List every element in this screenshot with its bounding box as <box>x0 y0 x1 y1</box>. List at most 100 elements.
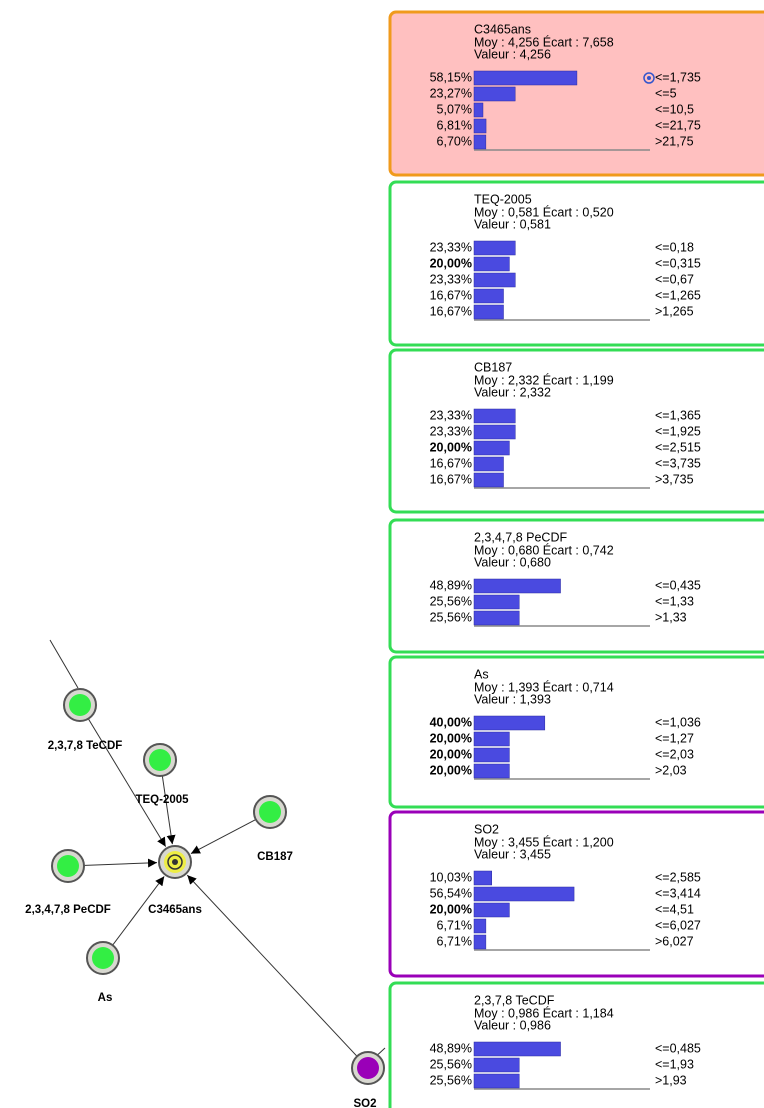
state-percent: 5,07% <box>437 102 472 116</box>
node-label: CB187 <box>257 851 293 863</box>
panel-value: Valeur : 4,256 <box>474 47 551 61</box>
state-percent: 16,67% <box>430 456 472 470</box>
state-bar <box>473 118 487 134</box>
edge <box>81 858 158 868</box>
state-percent: 48,89% <box>430 1041 472 1055</box>
state-label: <=1,265 <box>655 288 701 302</box>
state-percent: 20,00% <box>430 902 472 916</box>
state-bar <box>473 86 516 102</box>
panel-stats: Moy : 0,986 Écart : 1,184 <box>474 1005 614 1020</box>
state-percent: 6,81% <box>437 118 472 132</box>
panel-value: Valeur : 2,332 <box>474 385 551 399</box>
state-label: <=3,414 <box>655 886 701 900</box>
state-label: >1,265 <box>655 304 694 318</box>
state-percent: 23,33% <box>430 408 472 422</box>
graph-node[interactable]: 2,3,7,8 TeCDF <box>48 688 123 752</box>
state-bar <box>473 594 520 610</box>
edge <box>190 818 258 855</box>
state-label: >21,75 <box>655 134 694 148</box>
state-percent: 6,70% <box>437 134 472 148</box>
state-bar <box>473 272 516 288</box>
state-label: <=21,75 <box>655 118 701 132</box>
node-core <box>92 947 114 969</box>
state-label: <=2,03 <box>655 747 694 761</box>
state-bar <box>473 288 504 304</box>
target-dot <box>172 859 178 865</box>
state-percent: 25,56% <box>430 1073 472 1087</box>
node-core <box>357 1057 379 1079</box>
node-core <box>149 749 171 771</box>
state-percent: 16,67% <box>430 472 472 486</box>
panel-title: CB187 <box>474 360 512 374</box>
state-percent: 23,33% <box>430 272 472 286</box>
state-label: <=0,67 <box>655 272 694 286</box>
state-label: >3,735 <box>655 472 694 486</box>
graph-node[interactable]: 2,3,4,7,8 PeCDF <box>25 849 111 916</box>
panel-frame <box>388 348 764 514</box>
panel-frame <box>388 180 764 347</box>
state-bar <box>473 424 516 440</box>
state-percent: 23,33% <box>430 240 472 254</box>
state-label: <=10,5 <box>655 102 694 116</box>
state-bar <box>473 870 493 886</box>
state-label: <=1,93 <box>655 1057 694 1071</box>
graph-node[interactable]: SO2 <box>351 1051 385 1108</box>
state-bar <box>473 934 487 950</box>
state-percent: 20,00% <box>430 747 472 761</box>
state-label: <=1,365 <box>655 408 701 422</box>
node-label: TEQ-2005 <box>135 794 189 806</box>
evidence-icon <box>647 76 651 80</box>
state-percent: 20,00% <box>430 731 472 745</box>
state-label: <=1,735 <box>655 70 701 84</box>
target-ring <box>167 854 183 870</box>
node-label: 2,3,4,7,8 PeCDF <box>25 904 111 916</box>
panel-title: C3465ans <box>474 22 531 36</box>
state-percent: 6,71% <box>437 934 472 948</box>
state-percent: 20,00% <box>430 440 472 454</box>
state-percent: 40,00% <box>430 715 472 729</box>
state-label: <=0,485 <box>655 1041 701 1055</box>
state-label: >1,33 <box>655 610 687 624</box>
panel-stats: Moy : 4,256 Écart : 7,658 <box>474 34 614 49</box>
state-bar <box>473 902 510 918</box>
state-bar <box>473 1057 520 1073</box>
state-percent: 25,56% <box>430 1057 472 1071</box>
state-bar <box>473 304 504 320</box>
graph-node[interactable]: As <box>86 941 120 1004</box>
state-bar <box>473 440 510 456</box>
state-label: >2,03 <box>655 763 687 777</box>
node-core <box>57 855 79 877</box>
panel-frame <box>388 10 764 177</box>
state-bar <box>473 731 510 747</box>
graph-node[interactable]: CB187 <box>253 795 293 863</box>
state-label: <=6,027 <box>655 918 701 932</box>
state-bar <box>473 610 520 626</box>
state-percent: 48,89% <box>430 578 472 592</box>
state-percent: 25,56% <box>430 594 472 608</box>
state-percent: 20,00% <box>430 256 472 270</box>
state-bar <box>473 408 516 424</box>
panel-value: Valeur : 1,393 <box>474 692 551 706</box>
state-bar <box>473 747 510 763</box>
panel-stats: Moy : 1,393 Écart : 0,714 <box>474 679 614 694</box>
state-label: <=3,735 <box>655 456 701 470</box>
state-label: <=0,18 <box>655 240 694 254</box>
panel-value: Valeur : 0,581 <box>474 217 551 231</box>
state-bar <box>473 70 578 86</box>
graph-node[interactable]: TEQ-2005 <box>135 743 189 806</box>
state-label: <=5 <box>655 86 677 100</box>
state-label: <=1,036 <box>655 715 701 729</box>
state-percent: 6,71% <box>437 918 472 932</box>
node-label: 2,3,7,8 TeCDF <box>48 740 123 752</box>
graph-node[interactable]: C3465ans <box>148 845 202 916</box>
node-label: C3465ans <box>148 904 202 916</box>
state-label: <=1,33 <box>655 594 694 608</box>
state-label: <=0,435 <box>655 578 701 592</box>
